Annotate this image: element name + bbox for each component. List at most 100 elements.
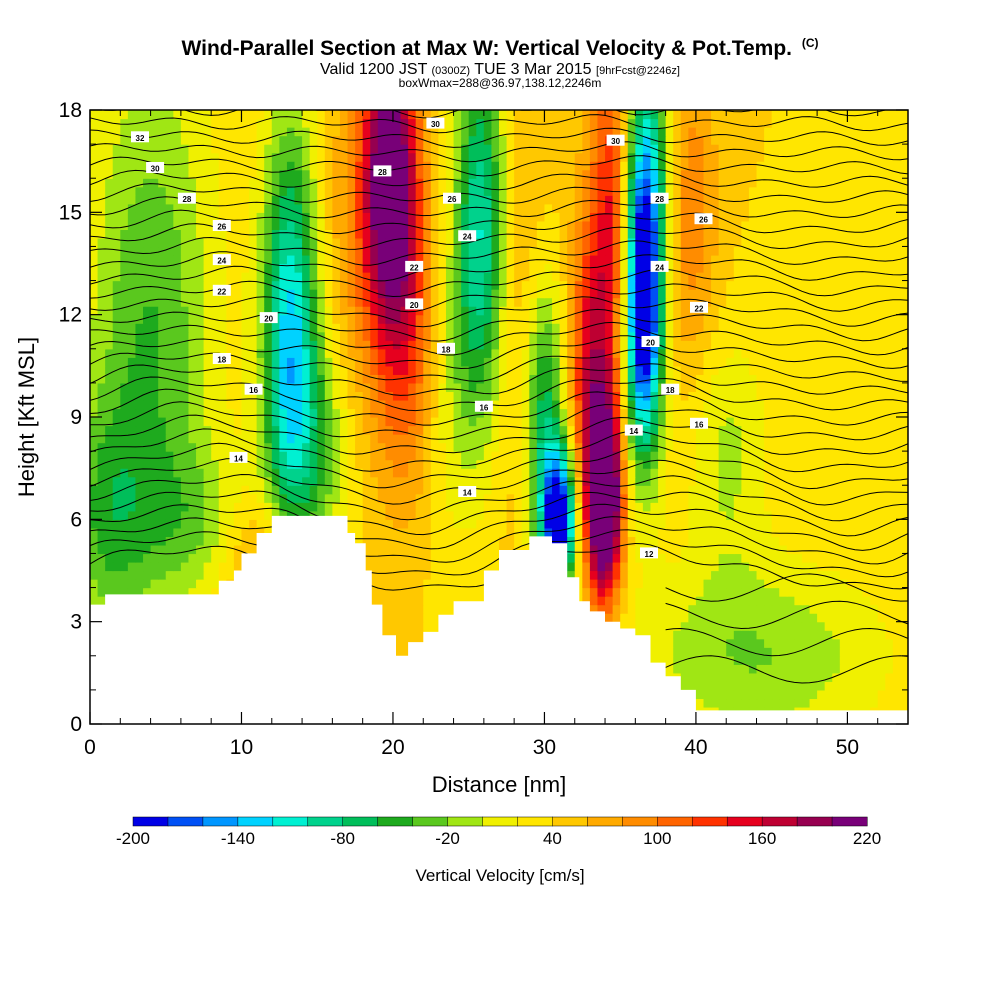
velocity-cell [688,604,697,614]
velocity-cell [627,561,636,572]
velocity-cell [817,374,826,384]
velocity-cell [544,485,553,495]
velocity-cell [521,331,530,341]
velocity-cell [726,672,735,682]
velocity-cell [423,527,432,537]
velocity-cell [741,348,750,358]
velocity-cell [877,544,886,555]
velocity-cell [582,374,591,384]
velocity-cell [756,689,765,700]
velocity-cell [180,340,190,350]
velocity-cell [559,468,568,478]
velocity-cell [589,476,599,486]
velocity-cell [756,553,765,563]
velocity-cell [839,493,848,503]
velocity-cell [620,348,629,358]
velocity-cell [226,417,235,427]
velocity-cell [506,519,515,529]
velocity-cell [196,536,205,546]
velocity-cell [567,459,576,469]
velocity-cell [445,510,455,520]
velocity-cell [392,561,402,572]
velocity-cell [748,391,758,401]
velocity-cell [339,476,349,486]
velocity-cell [824,502,833,512]
velocity-cell [877,561,886,572]
velocity-cell [324,391,333,401]
velocity-cell [347,417,356,427]
velocity-cell [180,434,190,444]
velocity-cell [885,647,894,657]
velocity-cell [612,493,621,503]
velocity-cell [733,544,742,555]
velocity-cell [468,357,477,367]
velocity-cell [180,374,190,384]
velocity-cell [900,655,908,665]
velocity-cell [392,348,402,358]
velocity-cell [317,434,326,444]
velocity-cell [718,365,727,375]
velocity-cell [756,596,765,606]
velocity-cell [309,391,318,401]
velocity-cell [158,485,167,495]
velocity-cell [809,621,818,631]
velocity-cell [824,408,833,418]
velocity-cell [491,502,500,512]
velocity-cell [839,417,848,427]
velocity-cell [165,544,174,555]
velocity-cell [612,391,621,401]
velocity-cell [612,519,621,529]
velocity-cell [718,613,727,623]
velocity-cell [748,442,758,452]
velocity-cell [347,476,356,486]
velocity-cell [529,365,538,375]
velocity-cell [514,382,523,393]
velocity-cell [279,485,288,495]
velocity-cell [196,459,205,469]
velocity-cell [377,459,386,469]
velocity-cell [748,689,758,700]
velocity-cell [90,331,99,341]
velocity-cell [703,357,712,367]
velocity-cell [173,519,182,529]
velocity-cell [756,638,765,648]
velocity-cell [279,434,288,444]
velocity-cell [408,434,417,444]
velocity-cell [430,587,439,597]
velocity-cell [597,570,606,580]
velocity-cell [188,468,197,478]
velocity-cell [226,485,235,495]
velocity-cell [885,630,894,640]
velocity-cell [203,510,212,520]
velocity-cell [430,570,439,580]
velocity-cell [892,698,902,708]
velocity-cell [771,664,780,674]
velocity-cell [748,527,758,537]
velocity-cell [271,374,280,384]
velocity-cell [385,399,394,410]
velocity-cell [854,331,864,341]
velocity-cell [771,459,780,469]
velocity-cell [317,485,326,495]
velocity-cell [347,485,356,495]
velocity-cell [877,630,886,640]
velocity-cell [203,459,212,469]
velocity-cell [748,638,758,648]
velocity-cell [764,613,773,623]
velocity-cell [779,442,788,452]
velocity-cell [536,374,546,384]
velocity-cell [688,536,697,546]
velocity-cell [173,391,182,401]
velocity-cell [786,485,795,495]
velocity-cell [658,399,667,410]
velocity-cell [695,570,705,580]
velocity-cell [339,331,349,341]
velocity-cell [552,417,561,427]
velocity-cell [188,382,197,393]
velocity-cell [559,510,568,520]
velocity-cell [635,442,644,452]
velocity-cell [567,442,576,452]
velocity-cell [264,357,273,367]
velocity-cell [870,689,879,700]
velocity-cell [400,596,409,606]
